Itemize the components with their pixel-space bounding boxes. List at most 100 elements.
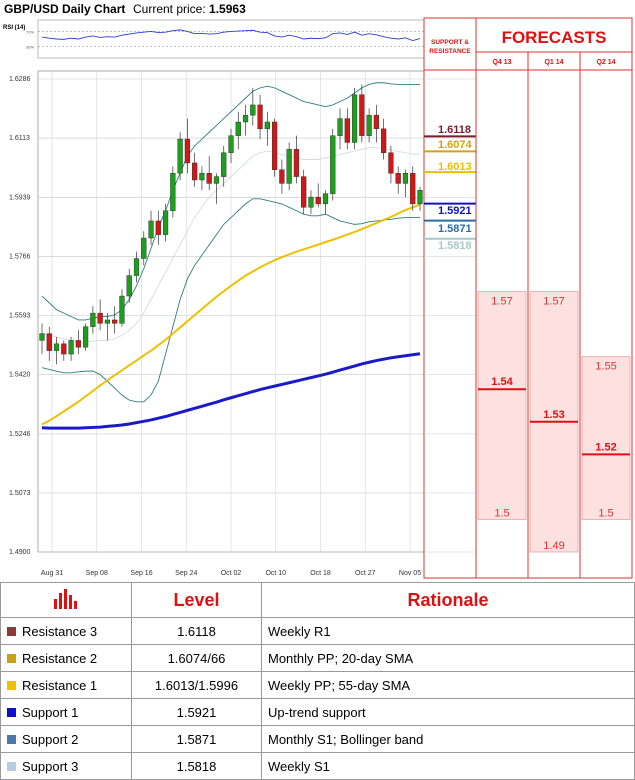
forecast-low-label: 1.5 bbox=[598, 507, 613, 519]
candle-body bbox=[155, 220, 161, 235]
current-price: Current price: 1.5963 bbox=[133, 2, 246, 16]
table-row: Resistance 1 1.6013/1.5996 Weekly PP; 55-d… bbox=[0, 671, 635, 699]
forecast-title: FORECASTS bbox=[502, 28, 607, 47]
rationale-header: Rationale bbox=[261, 582, 635, 618]
forecast-col-label: Q1 14 bbox=[544, 59, 563, 66]
candle-body bbox=[221, 152, 227, 177]
candle-body bbox=[388, 152, 394, 174]
chart-title: GBP/USD Daily Chart bbox=[4, 2, 126, 16]
y-tick-label: 1.5593 bbox=[9, 313, 31, 320]
sr-level-label: 1.6013 bbox=[438, 161, 472, 173]
bollinger-mid-line bbox=[41, 147, 420, 343]
candle-body bbox=[250, 104, 256, 116]
candle-body bbox=[162, 210, 169, 235]
candle-body bbox=[75, 340, 81, 348]
table-row: Support 3 1.5818 Weekly S1 bbox=[0, 752, 635, 780]
candle-body bbox=[257, 104, 263, 130]
row-rationale: Monthly S1; Bollinger band bbox=[261, 725, 635, 753]
row-name: Support 2 bbox=[22, 732, 79, 748]
candle-body bbox=[199, 172, 205, 181]
table-row: Support 2 1.5871 Monthly S1; Bollinger ban… bbox=[0, 725, 635, 753]
candle-body bbox=[104, 319, 111, 324]
row-rationale: Monthly PP; 20-day SMA bbox=[261, 644, 635, 672]
color-swatch bbox=[7, 654, 16, 664]
row-rationale: Weekly S1 bbox=[261, 752, 635, 780]
forecast-mid-label: 1.53 bbox=[543, 409, 564, 421]
candle-body bbox=[301, 176, 307, 208]
x-tick-label: Sep 24 bbox=[175, 570, 197, 577]
candle-body bbox=[53, 343, 60, 351]
candle-body bbox=[61, 343, 67, 355]
row-level: 1.5818 bbox=[131, 752, 262, 780]
forecast-high-label: 1.55 bbox=[595, 361, 616, 373]
x-tick-label: Oct 18 bbox=[310, 570, 331, 577]
color-swatch bbox=[7, 681, 16, 691]
table-header-row: Level Rationale bbox=[0, 582, 635, 618]
candle-body bbox=[206, 172, 212, 184]
candle-body bbox=[293, 149, 300, 177]
color-swatch bbox=[7, 735, 16, 745]
candle-body bbox=[68, 340, 74, 355]
candle-body bbox=[184, 138, 190, 164]
y-tick-label: 1.6286 bbox=[9, 76, 31, 83]
level-header: Level bbox=[131, 582, 262, 618]
candle-body bbox=[133, 258, 140, 276]
y-tick-label: 1.5766 bbox=[9, 253, 31, 260]
x-tick-label: Aug 31 bbox=[41, 570, 63, 577]
row-name-cell: Resistance 2 bbox=[0, 644, 132, 672]
candle-body bbox=[177, 138, 183, 174]
x-tick-label: Sep 16 bbox=[130, 570, 152, 577]
candle-body bbox=[170, 172, 176, 211]
candle-body bbox=[213, 176, 220, 184]
candle-body bbox=[359, 94, 365, 136]
candle-body bbox=[330, 135, 336, 194]
forecast-low-label: 1.5 bbox=[494, 507, 509, 519]
sma-200-line bbox=[41, 352, 421, 430]
price-label: Current price: bbox=[133, 2, 206, 16]
sr-level-label: 1.5871 bbox=[438, 223, 472, 235]
candle-body bbox=[381, 128, 387, 153]
table-row: Resistance 3 1.6118 Weekly R1 bbox=[0, 617, 635, 645]
x-tick-label: Oct 27 bbox=[355, 570, 376, 577]
forecast-col-label: Q2 14 bbox=[596, 59, 615, 66]
forecast-col-label: Q4 13 bbox=[492, 59, 511, 66]
row-level: 1.6118 bbox=[131, 617, 262, 645]
title-bar: GBP/USD Daily Chart Current price: 1.596… bbox=[0, 0, 635, 18]
candle-body bbox=[46, 333, 52, 351]
levels-table: Level Rationale Resistance 3 1.6118 Weekly… bbox=[0, 582, 635, 780]
candle-body bbox=[148, 220, 154, 239]
bars-icon-cell bbox=[0, 582, 132, 618]
candle-body bbox=[242, 114, 249, 123]
forecast-range bbox=[477, 291, 527, 520]
row-name: Resistance 3 bbox=[22, 624, 98, 640]
row-rationale: Weekly PP; 55-day SMA bbox=[261, 671, 635, 699]
x-tick-label: Oct 02 bbox=[221, 570, 242, 577]
candle-body bbox=[83, 326, 89, 348]
sr-column bbox=[423, 17, 477, 579]
candle-body bbox=[315, 196, 321, 205]
bar-chart-icon bbox=[54, 588, 77, 609]
table-row: Resistance 2 1.6074/66 Monthly PP; 20-day … bbox=[0, 644, 635, 672]
rsi-panel bbox=[37, 19, 425, 59]
sr-level-label: 1.6074 bbox=[438, 139, 473, 151]
sr-header-line1: SUPPORT & bbox=[431, 39, 469, 46]
candle-body bbox=[90, 312, 96, 327]
row-name: Resistance 2 bbox=[22, 651, 98, 667]
sr-level-label: 1.6118 bbox=[438, 124, 471, 136]
candle-body bbox=[272, 121, 278, 170]
x-tick-label: Oct 10 bbox=[265, 570, 286, 577]
candle-body bbox=[373, 114, 379, 130]
color-swatch bbox=[7, 627, 16, 637]
candle-body bbox=[366, 114, 372, 136]
forecast-high-label: 1.57 bbox=[543, 296, 564, 308]
y-tick-label: 1.6113 bbox=[9, 135, 30, 142]
candle-body bbox=[235, 121, 241, 136]
x-tick-label: Nov 05 bbox=[399, 570, 421, 577]
candle-body bbox=[126, 275, 132, 297]
row-name-cell: Support 1 bbox=[0, 698, 132, 726]
row-rationale: Weekly R1 bbox=[261, 617, 635, 645]
candle-body bbox=[402, 172, 409, 184]
candle-body bbox=[228, 135, 234, 153]
row-name-cell: Resistance 1 bbox=[0, 671, 132, 699]
candle-body bbox=[337, 118, 343, 136]
